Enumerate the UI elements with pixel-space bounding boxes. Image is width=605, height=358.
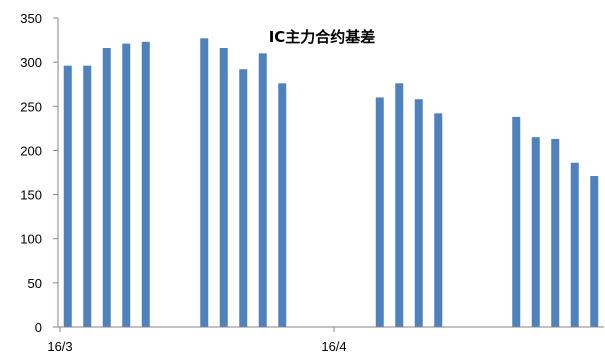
bar <box>122 43 131 327</box>
x-tick-label: 16/4 <box>321 339 346 354</box>
y-tick-label: 300 <box>20 55 42 70</box>
bar <box>375 97 384 328</box>
bar <box>239 69 248 328</box>
x-tick-label: 16/3 <box>47 339 72 354</box>
bar <box>219 48 228 328</box>
y-tick-label: 350 <box>20 11 42 26</box>
y-tick-label: 250 <box>20 99 42 114</box>
bar <box>531 137 540 327</box>
y-tick-label: 200 <box>20 143 42 158</box>
x-ticks: 16/3 16/4 <box>47 327 347 354</box>
bar <box>590 176 599 327</box>
bar <box>141 41 150 328</box>
axes-layer <box>57 18 604 328</box>
bar <box>258 53 267 328</box>
y-tick-label: 0 <box>35 320 42 335</box>
bar <box>278 83 287 327</box>
y-tick-label: 150 <box>20 188 42 203</box>
bar <box>102 48 111 328</box>
bar <box>63 65 72 328</box>
bar <box>570 162 579 327</box>
chart-title: IC主力合约基差 <box>269 28 376 46</box>
bar <box>200 38 209 328</box>
y-tick-label: 50 <box>28 276 42 291</box>
bar <box>512 116 521 327</box>
bar <box>83 65 92 328</box>
bar <box>551 138 560 327</box>
bar <box>434 113 443 327</box>
bar <box>414 99 423 327</box>
bar <box>395 83 404 327</box>
y-ticks: 0 50 100 150 200 250 300 350 <box>20 11 58 335</box>
y-tick-label: 100 <box>20 232 42 247</box>
bars-layer <box>63 38 599 328</box>
